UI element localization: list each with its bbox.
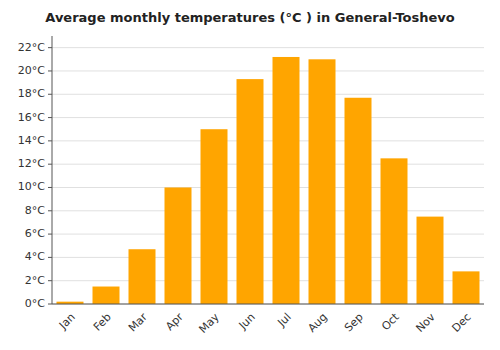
y-tick [48,257,52,258]
x-tick-label: Sep [342,311,366,335]
bar [417,217,444,304]
y-tick [48,47,52,48]
y-tick [48,140,52,141]
y-tick [48,280,52,281]
y-tick-label: 8°C [25,204,45,217]
grid-line [52,70,484,71]
bar [273,57,300,304]
grid-line [52,140,484,141]
grid-line [52,210,484,211]
y-tick-label: 18°C [18,87,45,100]
bar [201,129,228,304]
y-tick [48,210,52,211]
grid-line [52,304,484,305]
y-axis-line [52,36,53,304]
x-tick-label: Nov [413,310,438,335]
y-tick-label: 22°C [18,41,45,54]
bar [453,271,480,304]
chart-container: Average monthly temperatures (°C ) in Ge… [0,0,500,350]
y-tick-label: 0°C [25,297,45,310]
x-tick-label: Jun [236,311,258,333]
y-tick [48,117,52,118]
y-axis: 0°C 2°C 4°C 6°C 8°C 10°C 12°C 14°C 16°C 18°C 20°C 2… [18,41,52,310]
title: Average monthly temperatures (°C ) in Ge… [45,10,454,25]
x-tick-label: Aug [305,311,329,335]
y-tick-label: 2°C [25,274,45,287]
bar [237,79,264,304]
bar [165,187,192,304]
bar [129,249,156,304]
grid-line [52,164,484,165]
y-tick [48,304,52,305]
y-tick-label: 4°C [25,250,45,263]
bar [345,98,372,304]
y-tick-label: 6°C [25,227,45,240]
y-tick-label: 16°C [18,111,45,124]
y-tick-label: 10°C [18,180,45,193]
y-tick [48,234,52,235]
chart-svg: Average monthly temperatures (°C ) in Ge… [0,0,500,350]
y-tick-label: 14°C [18,134,45,147]
x-tick-label: Jan [56,311,78,333]
y-tick-label: 12°C [18,157,45,170]
x-axis: Jan Feb Mar Apr May Jun Jul Aug Sep Oct Nov Dec [56,310,474,336]
bar [381,158,408,304]
x-axis-line [52,304,484,305]
bar [309,59,336,304]
grid-line [52,94,484,95]
y-tick [48,187,52,188]
bar [93,287,120,304]
x-tick-label: May [196,310,222,336]
x-tick-label: Mar [126,310,150,334]
bars [57,57,480,304]
grid-line [52,47,484,48]
y-tick-label: 20°C [18,64,45,77]
x-tick-label: Oct [379,310,402,333]
grid [52,48,484,304]
y-tick [48,70,52,71]
x-tick-label: Feb [91,311,114,334]
y-tick [48,94,52,95]
x-tick-label: Dec [450,311,474,335]
y-tick [48,164,52,165]
x-tick-label: Jul [274,311,293,330]
x-tick-label: Apr [163,310,186,333]
grid-line [52,187,484,188]
grid-line [52,117,484,118]
